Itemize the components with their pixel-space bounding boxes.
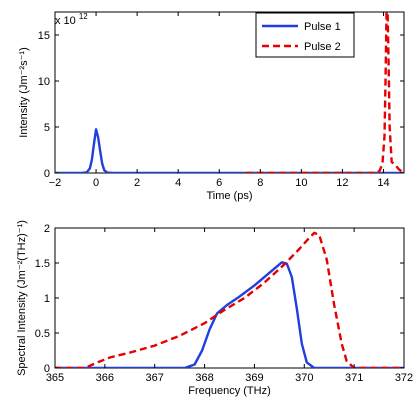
axis-multiplier: x 10 12 [55,12,88,27]
y-tick-label: 5 [44,122,50,134]
x-tick-label: 366 [96,372,114,384]
y-axis-label: Spectral Intensity (Jm⁻²(THz)⁻¹) [16,220,28,376]
y-tick-label: 2 [44,223,50,235]
y-tick-label: 0 [44,168,50,180]
multiplier-exponent: 12 [79,12,88,21]
plot-area [55,231,404,368]
x-tick-label: 367 [146,372,164,384]
series-line-pulse-1 [55,261,404,368]
y-tick-label: 10 [38,76,50,88]
legend-label-pulse-1: Pulse 1 [304,21,341,33]
x-tick-label: 372 [395,372,413,384]
y-tick-label: 1 [44,293,50,305]
x-tick-label: 2 [134,177,140,189]
x-tick-label: 4 [175,177,181,189]
x-tick-label: 368 [195,372,213,384]
multiplier-text: x 10 [55,15,76,27]
x-tick-label: 6 [216,177,222,189]
series-line-pulse-2 [245,12,404,173]
x-tick-label: 8 [257,177,263,189]
x-axis-label: Time (ps) [206,190,252,202]
x-tick-label: 12 [336,177,348,189]
plot-frame [54,227,405,369]
legend: Pulse 1 Pulse 2 [255,12,355,58]
y-axis-label: Intensity (Jm⁻²s⁻¹) [18,47,30,137]
legend-label-pulse-2: Pulse 2 [304,41,341,53]
tick-group: 365 366 367 368 369 370 371 372 0 0.5 1 1.5 2 [35,223,413,384]
x-tick-label: 371 [345,372,363,384]
series-line-pulse-1 [55,128,404,173]
series-line-pulse-2 [55,231,404,368]
y-tick-label: 15 [38,30,50,42]
legend-box [255,12,355,58]
y-tick-label: 0.5 [35,328,50,340]
y-tick-label: 0 [44,363,50,375]
x-tick-label: 370 [295,372,313,384]
plot-area [55,12,404,173]
x-tick-label: 10 [295,177,307,189]
x-tick-label: 369 [245,372,263,384]
x-axis-label: Frequency (THz) [188,385,271,397]
x-tick-label: 0 [93,177,99,189]
chart-frequency-domain: 365 366 367 368 369 370 371 372 0 0.5 1 1.5 2 Freque… [16,220,413,397]
x-tick-label: 14 [377,177,389,189]
x-tick-label: −2 [49,177,62,189]
y-tick-label: 1.5 [35,258,50,270]
x-tick-label: 365 [46,372,64,384]
